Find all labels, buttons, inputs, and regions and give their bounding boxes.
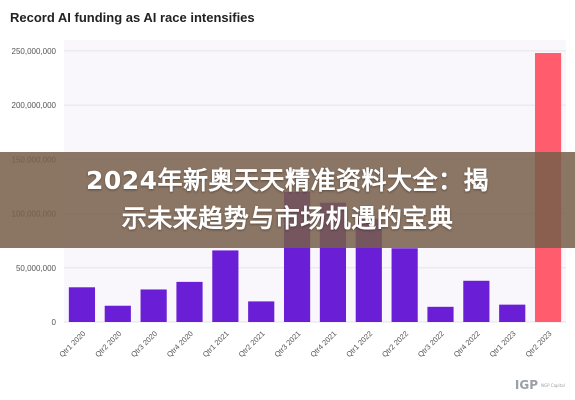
y-tick-label: 200,000,000 [12, 101, 57, 110]
watermark-logo: IGP NGP Capital [515, 378, 565, 392]
x-tick-label: Qtr1 2020 [57, 329, 87, 359]
x-tick-label: Qtr2 2020 [93, 329, 123, 359]
chart-title: Record AI funding as AI race intensifies [10, 10, 255, 25]
y-tick-label: 250,000,000 [12, 47, 57, 56]
bar [391, 248, 418, 322]
x-tick-label: Qtr4 2020 [165, 329, 195, 359]
logo-text: NGP Capital [541, 382, 565, 388]
x-tick-label: Qtr3 2022 [416, 329, 446, 359]
x-axis-ticks: Qtr1 2020 Qtr2 2020 Qtr3 2020 Qtr4 2020 Qtr1… [57, 329, 553, 359]
x-tick-label: Qtr2 2021 [237, 329, 267, 359]
bar [499, 304, 526, 322]
overlay-line-2: 示未来趋势与市场机遇的宝典 [121, 204, 454, 233]
bar [463, 280, 490, 322]
bar [140, 289, 167, 322]
x-tick-label: Qtr4 2021 [308, 329, 338, 359]
x-tick-label: Qtr3 2020 [129, 329, 159, 359]
bar [248, 301, 275, 322]
x-tick-label: Qtr1 2021 [201, 329, 231, 359]
overlay-headline: 2024年新奥天天精准资料大全：揭 示未来趋势与市场机遇的宝典 [86, 162, 489, 238]
bar [212, 250, 239, 322]
bar [104, 305, 131, 322]
overlay-line-1: 2024年新奥天天精准资料大全：揭 [85, 166, 490, 195]
x-tick-label: Qtr2 2023 [524, 329, 554, 359]
overlay-banner: 2024年新奥天天精准资料大全：揭 示未来趋势与市场机遇的宝典 [0, 152, 575, 248]
y-tick-label: 50,000,000 [16, 264, 57, 273]
logo-icon: IGP [514, 378, 538, 392]
bar [427, 306, 454, 322]
x-tick-label: Qtr1 2023 [488, 329, 518, 359]
bar [68, 287, 96, 322]
y-tick-label: 0 [52, 318, 57, 327]
bar [176, 281, 203, 322]
x-tick-label: Qtr1 2022 [344, 329, 374, 359]
x-tick-label: Qtr3 2021 [273, 329, 303, 359]
x-tick-label: Qtr4 2022 [452, 329, 482, 359]
x-tick-label: Qtr2 2022 [380, 329, 410, 359]
